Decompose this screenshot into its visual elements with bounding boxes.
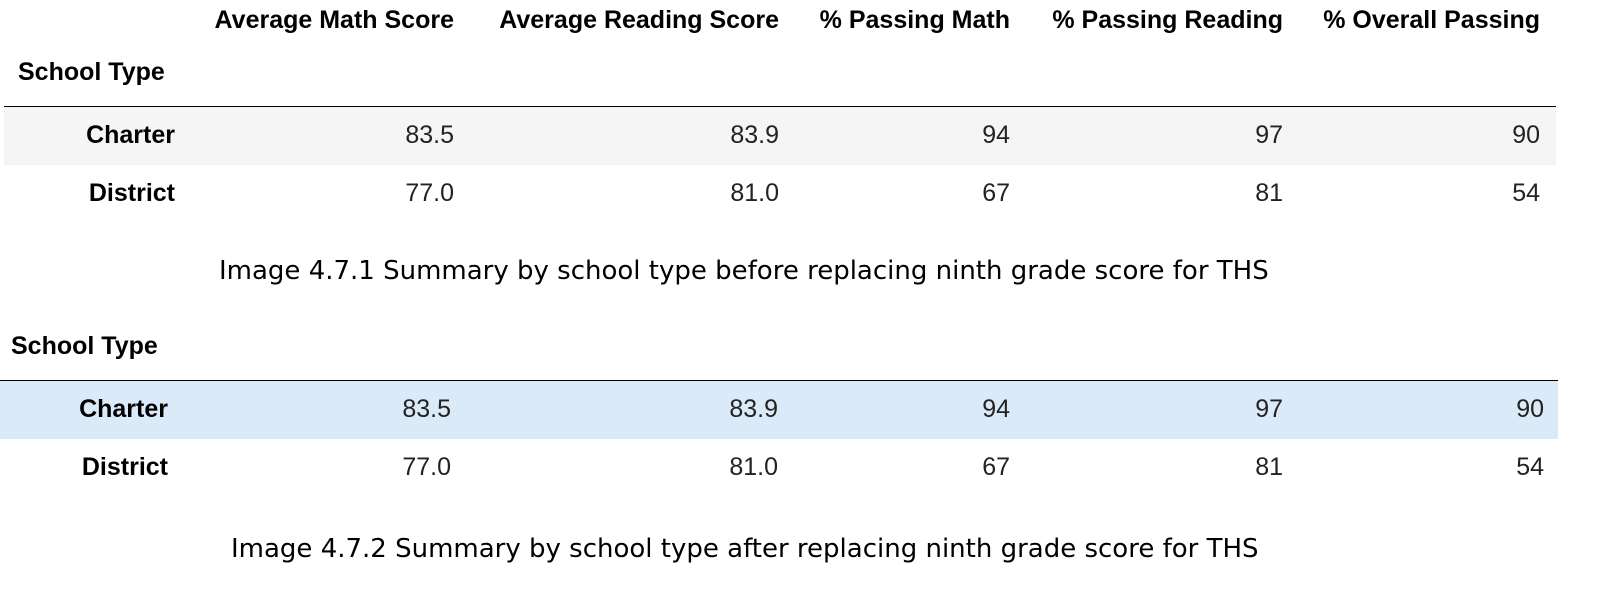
column-header-pct-overall: % Overall Passing	[1323, 6, 1540, 34]
cell-avg-math: 77.0	[402, 453, 451, 481]
cell-avg-math: 77.0	[405, 179, 454, 207]
cell-avg-math: 83.5	[402, 395, 451, 423]
cell-pct-math: 67	[982, 179, 1010, 207]
index-header-row: School Type	[0, 322, 1558, 381]
cell-pct-math: 94	[982, 395, 1010, 423]
column-header-pct-reading: % Passing Reading	[1052, 6, 1283, 34]
row-label-district: District	[88, 179, 175, 207]
index-name-label: School Type	[18, 58, 165, 86]
cell-avg-reading: 81.0	[730, 179, 779, 207]
column-header-avg-math: Average Math Score	[214, 6, 454, 34]
table-row-district: District 77.0 81.0 67 81 54	[4, 165, 1556, 223]
caption-before: Image 4.7.1 Summary by school type befor…	[219, 256, 1269, 286]
cell-pct-overall: 54	[1516, 453, 1544, 481]
cell-pct-reading: 97	[1255, 121, 1283, 149]
caption-after: Image 4.7.2 Summary by school type after…	[231, 534, 1259, 564]
cell-pct-overall: 90	[1512, 121, 1540, 149]
row-label-charter: Charter	[79, 395, 168, 423]
row-label-charter: Charter	[86, 121, 175, 149]
column-header-avg-reading: Average Reading Score	[499, 6, 779, 34]
table-row-district: District 77.0 81.0 67 81 54	[0, 439, 1558, 497]
cell-pct-math: 67	[982, 453, 1010, 481]
column-header-row: Average Math Score Average Reading Score…	[4, 0, 1556, 42]
index-name-label: School Type	[11, 332, 158, 360]
cell-pct-overall: 90	[1516, 395, 1544, 423]
cell-avg-reading: 83.9	[729, 395, 778, 423]
cell-pct-math: 94	[982, 121, 1010, 149]
summary-table-after: School Type Charter 83.5 83.9 94 97 90 D…	[0, 322, 1558, 497]
row-label-district: District	[81, 453, 168, 481]
cell-avg-reading: 81.0	[729, 453, 778, 481]
cell-pct-overall: 54	[1512, 179, 1540, 207]
cell-pct-reading: 81	[1255, 453, 1283, 481]
table-row-charter: Charter 83.5 83.9 94 97 90	[4, 107, 1556, 165]
cell-avg-math: 83.5	[405, 121, 454, 149]
cell-avg-reading: 83.9	[730, 121, 779, 149]
summary-table-before: Average Math Score Average Reading Score…	[4, 0, 1556, 223]
cell-pct-reading: 97	[1255, 395, 1283, 423]
index-header-row: School Type	[4, 42, 1556, 107]
column-header-pct-math: % Passing Math	[819, 6, 1010, 34]
table-row-charter[interactable]: Charter 83.5 83.9 94 97 90	[0, 381, 1558, 439]
cell-pct-reading: 81	[1255, 179, 1283, 207]
